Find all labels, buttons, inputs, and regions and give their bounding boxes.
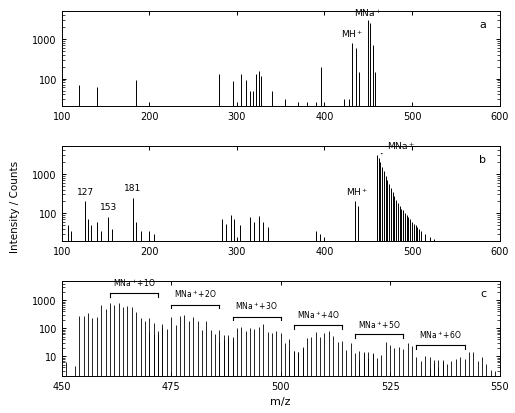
- Text: 181: 181: [124, 184, 141, 193]
- Text: 127: 127: [77, 187, 94, 196]
- Text: MNa$^+$: MNa$^+$: [354, 7, 382, 19]
- X-axis label: m/z: m/z: [270, 396, 291, 406]
- Text: MNa$^+$+5O: MNa$^+$+5O: [358, 318, 401, 330]
- Text: MNa$^+$+3O: MNa$^+$+3O: [235, 300, 278, 312]
- Text: b: b: [479, 154, 486, 164]
- Text: MNa$^+$: MNa$^+$: [381, 140, 416, 154]
- Text: MNa$^+$+6O: MNa$^+$+6O: [419, 328, 462, 340]
- Text: MH$^+$: MH$^+$: [341, 28, 364, 40]
- Text: MNa$^+$+2O: MNa$^+$+2O: [174, 288, 217, 299]
- Text: MH$^+$: MH$^+$: [346, 186, 368, 197]
- Text: 153: 153: [99, 202, 117, 211]
- Text: a: a: [479, 20, 486, 30]
- Text: MNa$^+$+4O: MNa$^+$+4O: [297, 309, 339, 320]
- Text: MNa$^+$+1O: MNa$^+$+1O: [113, 277, 156, 288]
- Text: c: c: [480, 289, 486, 299]
- Text: Intensity / Counts: Intensity / Counts: [10, 161, 21, 252]
